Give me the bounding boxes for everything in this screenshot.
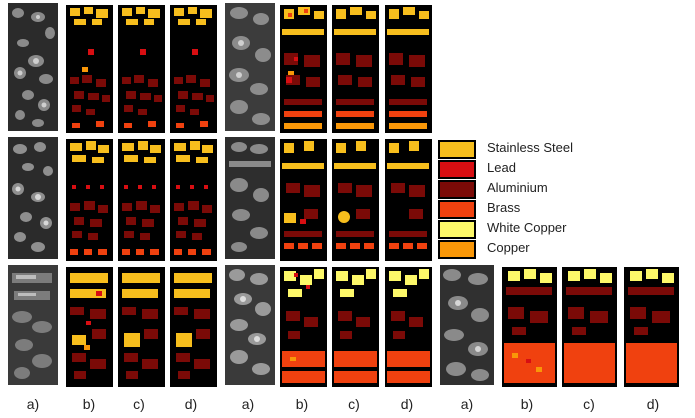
segmentation-g2-row1-d <box>383 3 434 135</box>
legend-label-lead: Lead <box>487 160 516 175</box>
legend-label-white-copper: White Copper <box>487 220 567 235</box>
segmentation-g1-row1-b <box>64 3 115 135</box>
caption-a: a) <box>460 396 474 412</box>
caption-c: c) <box>583 396 595 412</box>
legend: Stainless Steel Lead Aluminium Brass Whi… <box>438 136 628 262</box>
photo-g2-row2 <box>225 137 275 259</box>
legend-swatch-brass <box>438 200 476 219</box>
segmentation-g2-row3-b <box>278 265 329 389</box>
legend-label-aluminium: Aluminium <box>487 180 548 195</box>
photo-g1-row1 <box>8 3 58 131</box>
legend-label-copper: Copper <box>487 240 530 255</box>
legend-swatch-copper <box>438 240 476 259</box>
segmentation-g1-row3-d <box>168 265 219 389</box>
segmentation-g1-row2-d <box>168 137 219 263</box>
segmentation-g2-row3-c <box>330 265 381 389</box>
segmentation-g2-row3-d <box>383 265 434 389</box>
segmentation-g1-row3-c <box>116 265 167 389</box>
caption-b: b) <box>82 396 96 412</box>
photo-g2-row1 <box>225 3 275 131</box>
segmentation-g3-row3-c <box>560 265 619 389</box>
caption-d: d) <box>400 396 414 412</box>
legend-label-brass: Brass <box>487 200 521 215</box>
segmentation-g2-row2-c <box>330 137 381 263</box>
photo-g1-row3 <box>8 265 58 385</box>
segmentation-g3-row3-d <box>622 265 681 389</box>
legend-swatch-white-copper <box>438 220 476 239</box>
caption-b: b) <box>295 396 309 412</box>
caption-b: b) <box>520 396 534 412</box>
segmentation-g3-row3-b <box>500 265 559 389</box>
segmentation-g2-row1-c <box>330 3 381 135</box>
segmentation-g2-row2-d <box>383 137 434 263</box>
photo-g3-row3 <box>440 265 494 385</box>
segmentation-g1-row1-d <box>168 3 219 135</box>
legend-label-stainless-steel: Stainless Steel <box>487 140 573 155</box>
caption-d: d) <box>184 396 198 412</box>
caption-c: c) <box>133 396 145 412</box>
segmentation-g2-row2-b <box>278 137 329 263</box>
photo-g2-row3 <box>225 265 275 385</box>
photo-g1-row2 <box>8 137 58 259</box>
segmentation-g2-row1-b <box>278 3 329 135</box>
caption-a: a) <box>26 396 40 412</box>
segmentation-g1-row3-b <box>64 265 115 389</box>
caption-c: c) <box>348 396 360 412</box>
segmentation-g1-row2-b <box>64 137 115 263</box>
segmentation-g1-row1-c <box>116 3 167 135</box>
segmentation-g1-row2-c <box>116 137 167 263</box>
legend-swatch-stainless-steel <box>438 140 476 159</box>
legend-swatch-lead <box>438 160 476 179</box>
caption-d: d) <box>646 396 660 412</box>
caption-a: a) <box>241 396 255 412</box>
legend-swatch-aluminium <box>438 180 476 199</box>
